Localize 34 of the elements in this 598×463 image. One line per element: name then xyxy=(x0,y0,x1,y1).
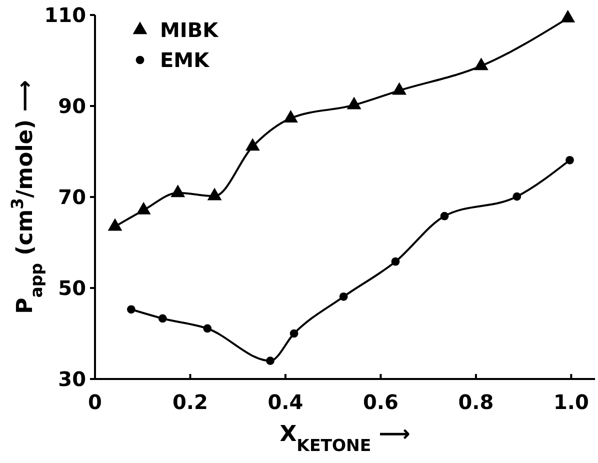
point xyxy=(290,329,298,338)
x-axis-title: X$_{KETONE}$ ⟶ xyxy=(280,422,410,454)
point xyxy=(566,156,574,164)
point xyxy=(346,96,362,110)
x-tick-label: 0.2 xyxy=(172,390,208,414)
x-tick-label: 1.0 xyxy=(553,390,589,414)
point xyxy=(392,82,406,95)
point xyxy=(391,257,400,266)
y-tick-label: 70 xyxy=(58,185,86,209)
legend-label: EMK xyxy=(160,48,211,72)
x-tick-label: 0.4 xyxy=(268,390,304,414)
point xyxy=(266,356,274,365)
point xyxy=(127,305,136,314)
point xyxy=(207,188,222,200)
x-tick-label: 0 xyxy=(88,390,102,414)
point xyxy=(170,184,186,198)
point xyxy=(108,218,122,231)
x-tick-label: 0.6 xyxy=(362,390,398,414)
y-tick-label: 50 xyxy=(58,276,86,300)
point xyxy=(440,212,449,220)
y-tick-label: 110 xyxy=(44,3,86,27)
point xyxy=(284,110,298,122)
point xyxy=(474,58,488,70)
y-tick-label: 90 xyxy=(58,94,86,118)
point xyxy=(136,202,151,214)
point xyxy=(560,10,576,22)
legend-label: MIBK xyxy=(160,18,220,42)
point xyxy=(158,314,167,323)
point xyxy=(512,192,522,201)
point xyxy=(339,292,348,301)
y-tick-label: 30 xyxy=(58,367,86,391)
x-tick-label: 0.8 xyxy=(458,390,494,414)
point xyxy=(203,324,212,333)
point xyxy=(245,138,260,151)
